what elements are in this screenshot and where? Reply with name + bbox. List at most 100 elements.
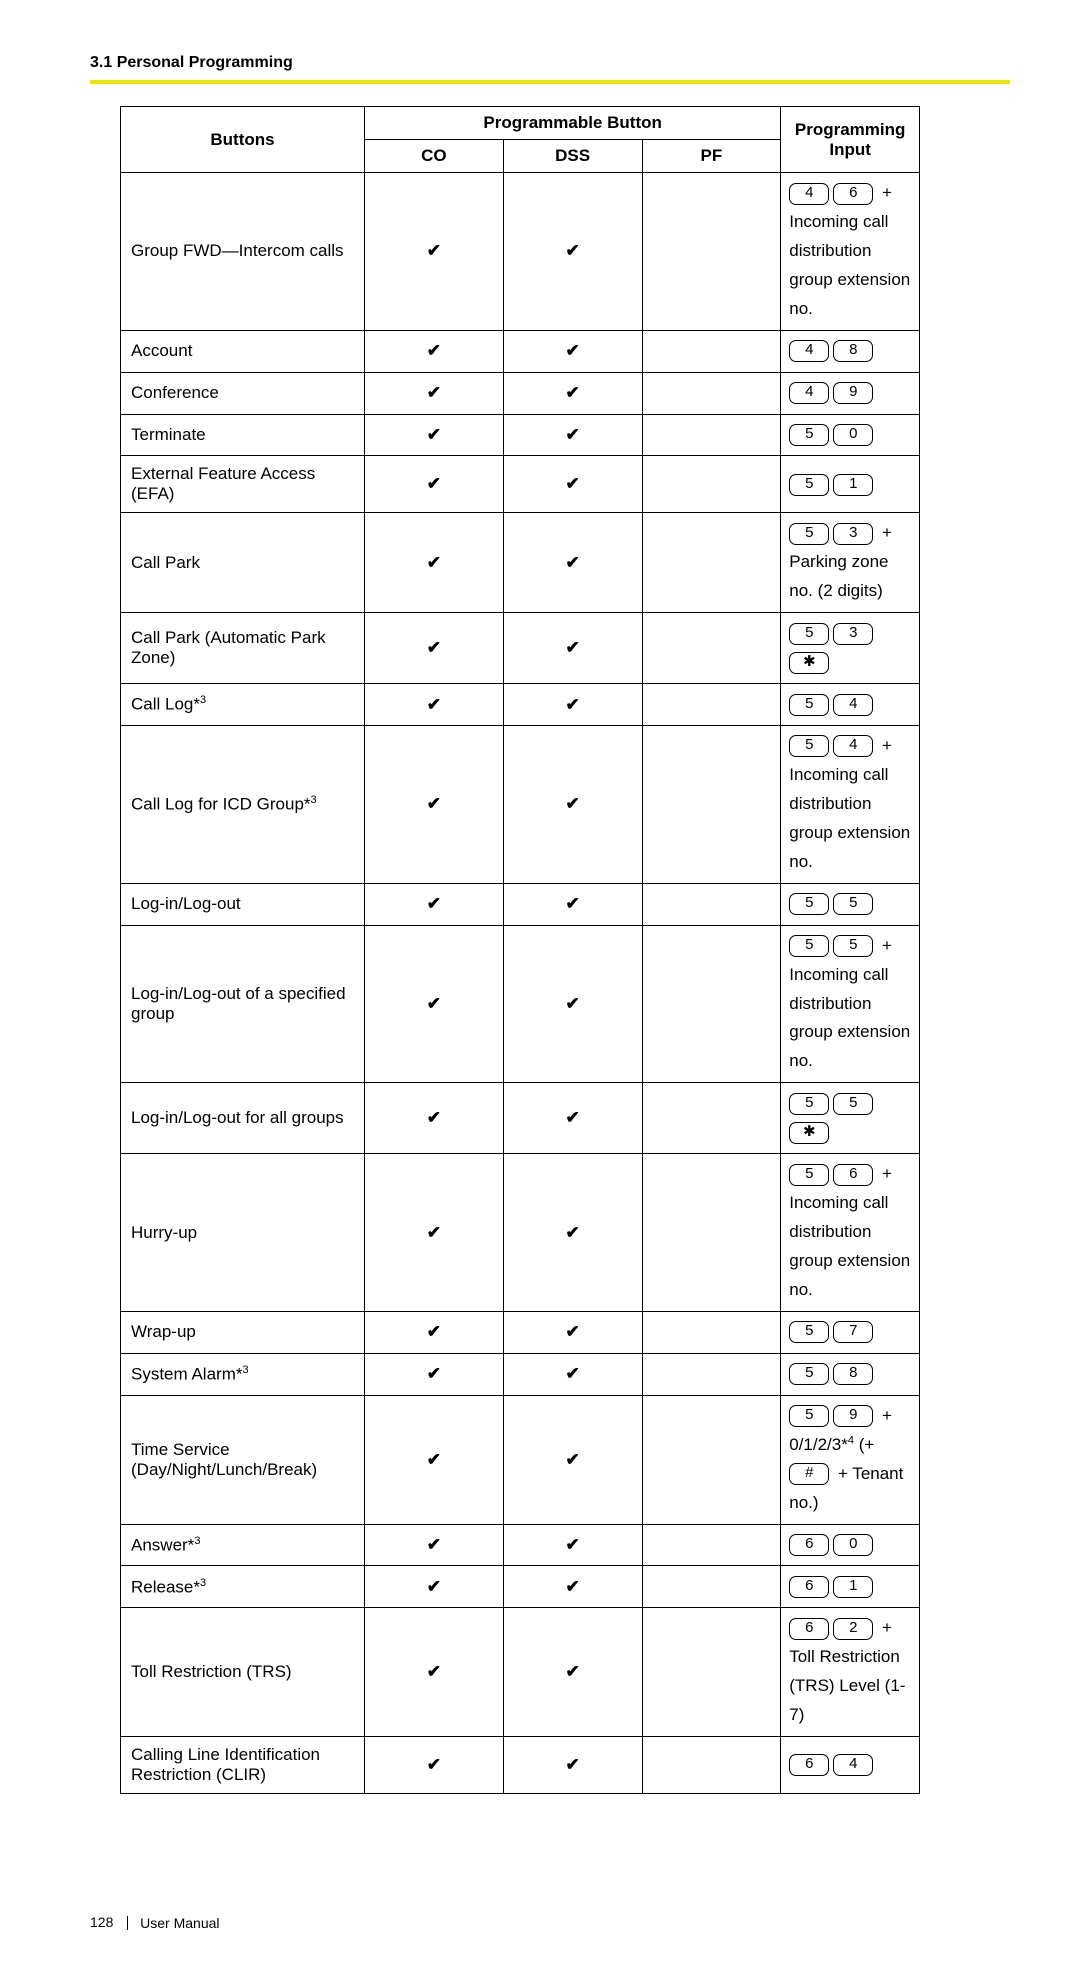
footer-separator xyxy=(127,1916,128,1930)
dss-cell: ✔ xyxy=(503,330,642,372)
co-cell: ✔ xyxy=(365,456,504,513)
keycap: ✱ xyxy=(789,1122,829,1144)
keycap: 5 xyxy=(789,1321,829,1343)
keycap: 4 xyxy=(833,694,873,716)
input-cell: 57 xyxy=(781,1311,920,1353)
pf-cell xyxy=(642,372,781,414)
co-cell: ✔ xyxy=(365,372,504,414)
button-name-cell: System Alarm*3 xyxy=(121,1353,365,1395)
table-row: Call Park (Automatic Park Zone)✔✔53✱ xyxy=(121,613,920,684)
button-name-cell: Account xyxy=(121,330,365,372)
keycap: 5 xyxy=(789,694,829,716)
co-cell: ✔ xyxy=(365,1083,504,1154)
pf-cell xyxy=(642,456,781,513)
keycap: 1 xyxy=(833,1576,873,1598)
input-cell: 51 xyxy=(781,456,920,513)
co-cell: ✔ xyxy=(365,414,504,456)
co-cell: ✔ xyxy=(365,1524,504,1566)
dss-cell: ✔ xyxy=(503,456,642,513)
co-cell: ✔ xyxy=(365,513,504,613)
keycap: 5 xyxy=(789,1164,829,1186)
table-row: External Feature Access (EFA)✔✔51 xyxy=(121,456,920,513)
button-name-cell: Toll Restriction (TRS) xyxy=(121,1608,365,1737)
pf-cell xyxy=(642,1395,781,1524)
pf-cell xyxy=(642,414,781,456)
button-name-cell: Answer*3 xyxy=(121,1524,365,1566)
keycap: 5 xyxy=(789,935,829,957)
pf-cell xyxy=(642,1154,781,1312)
col-pf: PF xyxy=(642,140,781,173)
keycap: 5 xyxy=(833,935,873,957)
co-cell: ✔ xyxy=(365,1737,504,1794)
dss-cell: ✔ xyxy=(503,1524,642,1566)
co-cell: ✔ xyxy=(365,173,504,331)
button-name-cell: Wrap-up xyxy=(121,1311,365,1353)
co-cell: ✔ xyxy=(365,613,504,684)
pf-cell xyxy=(642,330,781,372)
table-row: Answer*3✔✔60 xyxy=(121,1524,920,1566)
table-row: System Alarm*3✔✔58 xyxy=(121,1353,920,1395)
button-name-cell: Call Park (Automatic Park Zone) xyxy=(121,613,365,684)
input-cell: 54 + Incoming call distribution group ex… xyxy=(781,725,920,883)
dss-cell: ✔ xyxy=(503,725,642,883)
keycap: 5 xyxy=(833,893,873,915)
co-cell: ✔ xyxy=(365,1608,504,1737)
keycap: 6 xyxy=(833,183,873,205)
co-cell: ✔ xyxy=(365,684,504,726)
keycap: 8 xyxy=(833,1363,873,1385)
pf-cell xyxy=(642,1566,781,1608)
co-cell: ✔ xyxy=(365,1566,504,1608)
col-dss: DSS xyxy=(503,140,642,173)
keycap: 6 xyxy=(789,1534,829,1556)
keycap: # xyxy=(789,1463,829,1485)
table-row: Call Park✔✔53 + Parking zone no. (2 digi… xyxy=(121,513,920,613)
button-name-cell: Log-in/Log-out for all groups xyxy=(121,1083,365,1154)
button-name-cell: Conference xyxy=(121,372,365,414)
dss-cell: ✔ xyxy=(503,1083,642,1154)
co-cell: ✔ xyxy=(365,883,504,925)
co-cell: ✔ xyxy=(365,1395,504,1524)
input-cell: 48 xyxy=(781,330,920,372)
dss-cell: ✔ xyxy=(503,372,642,414)
page-footer: 128 User Manual xyxy=(90,1914,1010,1931)
co-cell: ✔ xyxy=(365,1353,504,1395)
input-cell: 46 + Incoming call distribution group ex… xyxy=(781,173,920,331)
input-cell: 60 xyxy=(781,1524,920,1566)
input-cell: 61 xyxy=(781,1566,920,1608)
keycap: 6 xyxy=(789,1618,829,1640)
button-name-cell: Release*3 xyxy=(121,1566,365,1608)
keycap: 5 xyxy=(833,1093,873,1115)
input-cell: 59 + 0/1/2/3*4 (+ # + Tenant no.) xyxy=(781,1395,920,1524)
keycap: 4 xyxy=(789,183,829,205)
section-heading: 3.1 Personal Programming xyxy=(90,54,1010,72)
keycap: 5 xyxy=(789,424,829,446)
input-cell: 56 + Incoming call distribution group ex… xyxy=(781,1154,920,1312)
table-row: Account✔✔48 xyxy=(121,330,920,372)
keycap: 5 xyxy=(789,1363,829,1385)
keycap: 0 xyxy=(833,1534,873,1556)
table-row: Conference✔✔49 xyxy=(121,372,920,414)
table-row: Calling Line Identification Restriction … xyxy=(121,1737,920,1794)
keycap: 4 xyxy=(833,735,873,757)
table-row: Wrap-up✔✔57 xyxy=(121,1311,920,1353)
button-name-cell: Time Service (Day/Night/Lunch/Break) xyxy=(121,1395,365,1524)
section-rule xyxy=(90,80,1010,84)
page: 3.1 Personal Programming Buttons Program… xyxy=(0,0,1080,1971)
pf-cell xyxy=(642,1524,781,1566)
button-name-cell: Call Park xyxy=(121,513,365,613)
pf-cell xyxy=(642,1083,781,1154)
keycap: 6 xyxy=(789,1576,829,1598)
button-name-cell: Group FWD—Intercom calls xyxy=(121,173,365,331)
footer-label: User Manual xyxy=(140,1915,219,1931)
pf-cell xyxy=(642,513,781,613)
co-cell: ✔ xyxy=(365,725,504,883)
pf-cell xyxy=(642,725,781,883)
col-co: CO xyxy=(365,140,504,173)
keycap: 3 xyxy=(833,623,873,645)
button-name-cell: Calling Line Identification Restriction … xyxy=(121,1737,365,1794)
dss-cell: ✔ xyxy=(503,1311,642,1353)
pf-cell xyxy=(642,1311,781,1353)
dss-cell: ✔ xyxy=(503,1353,642,1395)
keycap: 4 xyxy=(789,340,829,362)
button-name-cell: Terminate xyxy=(121,414,365,456)
